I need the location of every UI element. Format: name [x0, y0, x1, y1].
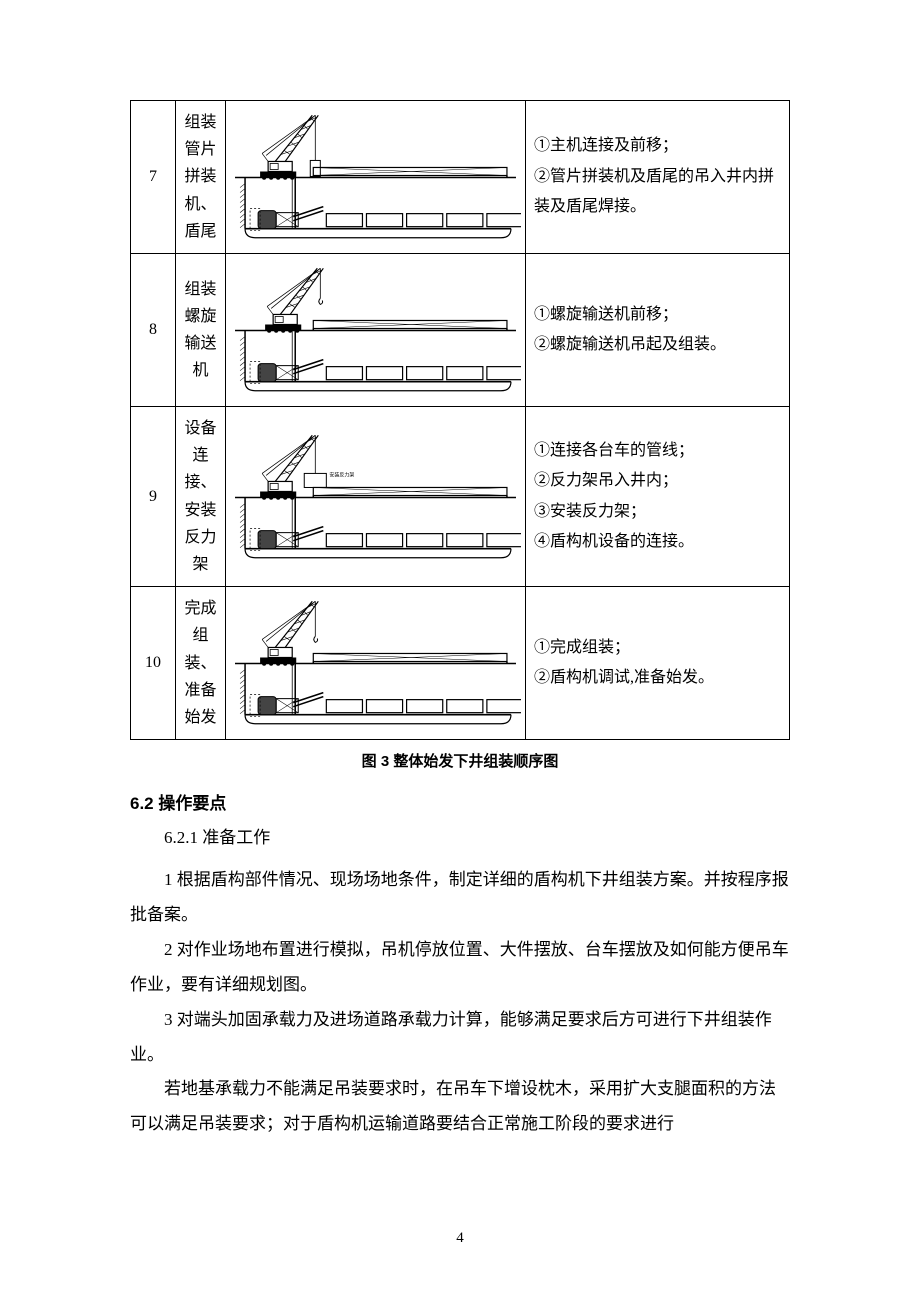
- step-name: 完成组装、准备始发: [176, 587, 226, 740]
- assembly-sequence-table: 7组装管片拼装机、盾尾 ①主机连接及前移；②管片拼装机及盾尾的吊入井内拼装及盾尾焊…: [130, 100, 790, 740]
- table-row: 10完成组装、准备始发 ①完成组装；②盾构机调试,准备始发。: [131, 587, 790, 740]
- table-row: 8组装螺旋输送机 ①螺旋输送机前移；②螺旋输送机吊起及组装。: [131, 254, 790, 407]
- svg-text:安装反力架: 安装反力架: [329, 471, 354, 478]
- step-name: 组装管片拼装机、盾尾: [176, 101, 226, 254]
- row-number: 8: [131, 254, 176, 407]
- assembly-diagram: 安装反力架: [230, 425, 521, 564]
- row-number: 10: [131, 587, 176, 740]
- figure-caption: 图 3 整体始发下井组装顺序图: [130, 750, 790, 771]
- table-row: 9设备连接、安装反力架 安装反力架 ①连接各台车的管线；②反力架吊入井内；③安装反力…: [131, 407, 790, 587]
- body-paragraph: 1 根据盾构部件情况、现场场地条件，制定详细的盾构机下井组装方案。并按程序报批备…: [130, 863, 790, 933]
- step-description: ①完成组装；②盾构机调试,准备始发。: [526, 587, 790, 740]
- assembly-diagram: [230, 258, 521, 397]
- step-name: 设备连接、安装反力架: [176, 407, 226, 587]
- row-number: 9: [131, 407, 176, 587]
- step-diagram: [226, 254, 526, 407]
- page-number: 4: [0, 1230, 920, 1247]
- step-diagram: [226, 101, 526, 254]
- table-row: 7组装管片拼装机、盾尾 ①主机连接及前移；②管片拼装机及盾尾的吊入井内拼装及盾尾焊…: [131, 101, 790, 254]
- step-description: ①连接各台车的管线；②反力架吊入井内；③安装反力架；④盾构机设备的连接。: [526, 407, 790, 587]
- step-diagram: 安装反力架: [226, 407, 526, 587]
- step-description: ①主机连接及前移；②管片拼装机及盾尾的吊入井内拼装及盾尾焊接。: [526, 101, 790, 254]
- step-name: 组装螺旋输送机: [176, 254, 226, 407]
- assembly-diagram: [230, 105, 521, 244]
- row-number: 7: [131, 101, 176, 254]
- subsection-heading: 6.2.1 准备工作: [130, 824, 790, 851]
- body-paragraph: 若地基承载力不能满足吊装要求时，在吊车下增设枕木，采用扩大支腿面积的方法可以满足…: [130, 1072, 790, 1142]
- step-description: ①螺旋输送机前移；②螺旋输送机吊起及组装。: [526, 254, 790, 407]
- body-paragraph: 2 对作业场地布置进行模拟，吊机停放位置、大件摆放、台车摆放及如何能方便吊车作业…: [130, 933, 790, 1003]
- section-heading: 6.2 操作要点: [130, 789, 790, 814]
- body-paragraph: 3 对端头加固承载力及进场道路承载力计算，能够满足要求后方可进行下井组装作业。: [130, 1003, 790, 1073]
- step-diagram: [226, 587, 526, 740]
- assembly-diagram: [230, 591, 521, 730]
